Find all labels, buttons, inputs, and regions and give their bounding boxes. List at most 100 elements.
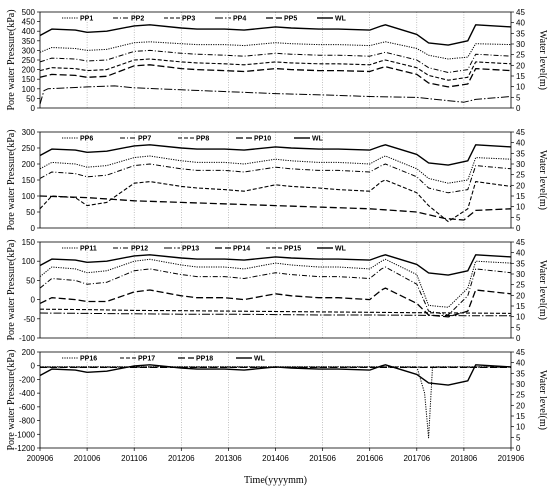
y2-tick-label: 35 <box>516 29 525 38</box>
y2-axis-label: Water level(m) <box>537 150 548 210</box>
y-tick-label: -100 <box>19 334 36 343</box>
y-tick-label: 100 <box>22 257 36 266</box>
y2-tick-label: 40 <box>516 359 525 368</box>
y2-tick-label: 45 <box>516 8 525 17</box>
legend-label: PP10 <box>254 136 271 143</box>
legend-label: PP16 <box>80 356 97 363</box>
series-line-pp10 <box>39 195 512 221</box>
legend-label: PP1 <box>80 16 93 23</box>
y2-tick-label: 5 <box>516 213 521 222</box>
y-axis-label: Pore water Pressure(kPa) <box>6 129 17 230</box>
x-tick-label: 201206 <box>168 454 195 463</box>
legend-label: PP3 <box>182 16 195 23</box>
series-line-wl <box>39 144 512 166</box>
legend-label: PP7 <box>138 136 151 143</box>
y2-tick-label: 25 <box>516 51 525 60</box>
y-tick-label: -400 <box>19 389 36 398</box>
y2-tick-label: 30 <box>516 40 525 49</box>
y-tick-label: 200 <box>22 160 36 169</box>
y2-tick-label: 35 <box>516 259 525 268</box>
series-line-wl <box>39 254 512 276</box>
y2-axis-label: Water level(m) <box>537 260 548 320</box>
y2-tick-label: 5 <box>516 323 521 332</box>
y-tick-label: 300 <box>22 46 36 55</box>
series-line-pp5 <box>39 64 512 88</box>
series-line-pp4 <box>39 85 512 105</box>
x-tick-label: 201606 <box>356 454 383 463</box>
legend-label: WL <box>254 356 266 363</box>
legend-label: WL <box>335 246 347 253</box>
y2-tick-label: 20 <box>516 61 525 70</box>
y2-tick-label: 5 <box>516 433 521 442</box>
y-axis-label: Pore water Pressure(kPa) <box>6 349 17 450</box>
y2-tick-label: 5 <box>516 93 521 102</box>
y2-tick-label: 15 <box>516 192 525 201</box>
y2-tick-label: 40 <box>516 139 525 148</box>
legend-label: PP12 <box>131 246 148 253</box>
y2-tick-label: 15 <box>516 72 525 81</box>
x-tick-label: 201406 <box>262 454 289 463</box>
y-tick-label: -1200 <box>15 444 36 453</box>
y2-tick-label: 30 <box>516 380 525 389</box>
y2-tick-label: 10 <box>516 83 525 92</box>
y-tick-label: 200 <box>22 348 36 357</box>
series-line-pp8 <box>39 179 512 223</box>
y2-tick-label: 10 <box>516 423 525 432</box>
legend-label: PP2 <box>131 16 144 23</box>
y2-tick-label: 35 <box>516 369 525 378</box>
legend-label: PP18 <box>196 356 213 363</box>
y-tick-label: 400 <box>22 27 36 36</box>
y-tick-label: 500 <box>22 8 36 17</box>
x-axis-label: Time(yyyymm) <box>244 475 307 486</box>
legend-label: WL <box>335 16 347 23</box>
y2-tick-label: 45 <box>516 238 525 247</box>
series-line-pp15 <box>39 308 512 314</box>
y2-tick-label: 40 <box>516 19 525 28</box>
y2-tick-label: 0 <box>516 104 521 113</box>
y-tick-label: 50 <box>26 208 35 217</box>
x-tick-label: 201506 <box>309 454 336 463</box>
y-tick-label: 200 <box>22 66 36 75</box>
legend-label: PP13 <box>182 246 199 253</box>
y-tick-label: 0 <box>31 296 36 305</box>
series-line-wl <box>39 364 512 386</box>
y2-tick-label: 15 <box>516 412 525 421</box>
legend-label: PP5 <box>284 16 297 23</box>
y-tick-label: 0 <box>31 104 36 113</box>
y-tick-label: 100 <box>22 85 36 94</box>
series-line-pp12 <box>39 266 512 316</box>
y2-tick-label: 0 <box>516 334 521 343</box>
legend-label: PP4 <box>233 16 246 23</box>
y2-axis-label: Water level(m) <box>537 30 548 90</box>
x-tick-label: 201006 <box>74 454 101 463</box>
y-tick-label: -1000 <box>15 430 36 439</box>
series-line-pp13 <box>39 312 511 317</box>
y-axis-label: Pore water Pressure(kPa) <box>6 9 17 110</box>
legend-label: PP11 <box>80 246 97 253</box>
y-tick-label: 0 <box>31 224 36 233</box>
y2-tick-label: 10 <box>516 203 525 212</box>
y-tick-label: -800 <box>19 417 36 426</box>
legend-label: PP15 <box>284 246 301 253</box>
series-line-pp1 <box>39 41 512 60</box>
y-tick-label: -600 <box>19 403 36 412</box>
y2-tick-label: 30 <box>516 270 525 279</box>
x-tick-label: 200906 <box>27 454 54 463</box>
y2-tick-label: 45 <box>516 348 525 357</box>
y-tick-label: -200 <box>19 375 36 384</box>
y-tick-label: 450 <box>22 18 36 27</box>
series-line-pp7 <box>39 163 512 194</box>
y-tick-label: 300 <box>22 128 36 137</box>
legend-label: PP17 <box>138 356 155 363</box>
y2-tick-label: 0 <box>516 444 521 453</box>
y-tick-label: 100 <box>22 192 36 201</box>
y-axis-label: Pore water Pressure(kPa) <box>6 239 17 340</box>
x-tick-label: 201806 <box>451 454 478 463</box>
series-line-pp11 <box>39 258 512 308</box>
y-tick-label: 150 <box>22 238 36 247</box>
series-line-pp3 <box>39 58 512 81</box>
y-tick-label: 0 <box>31 362 36 371</box>
y2-tick-label: 30 <box>516 160 525 169</box>
y2-tick-label: 25 <box>516 171 525 180</box>
y-tick-label: 50 <box>26 94 35 103</box>
